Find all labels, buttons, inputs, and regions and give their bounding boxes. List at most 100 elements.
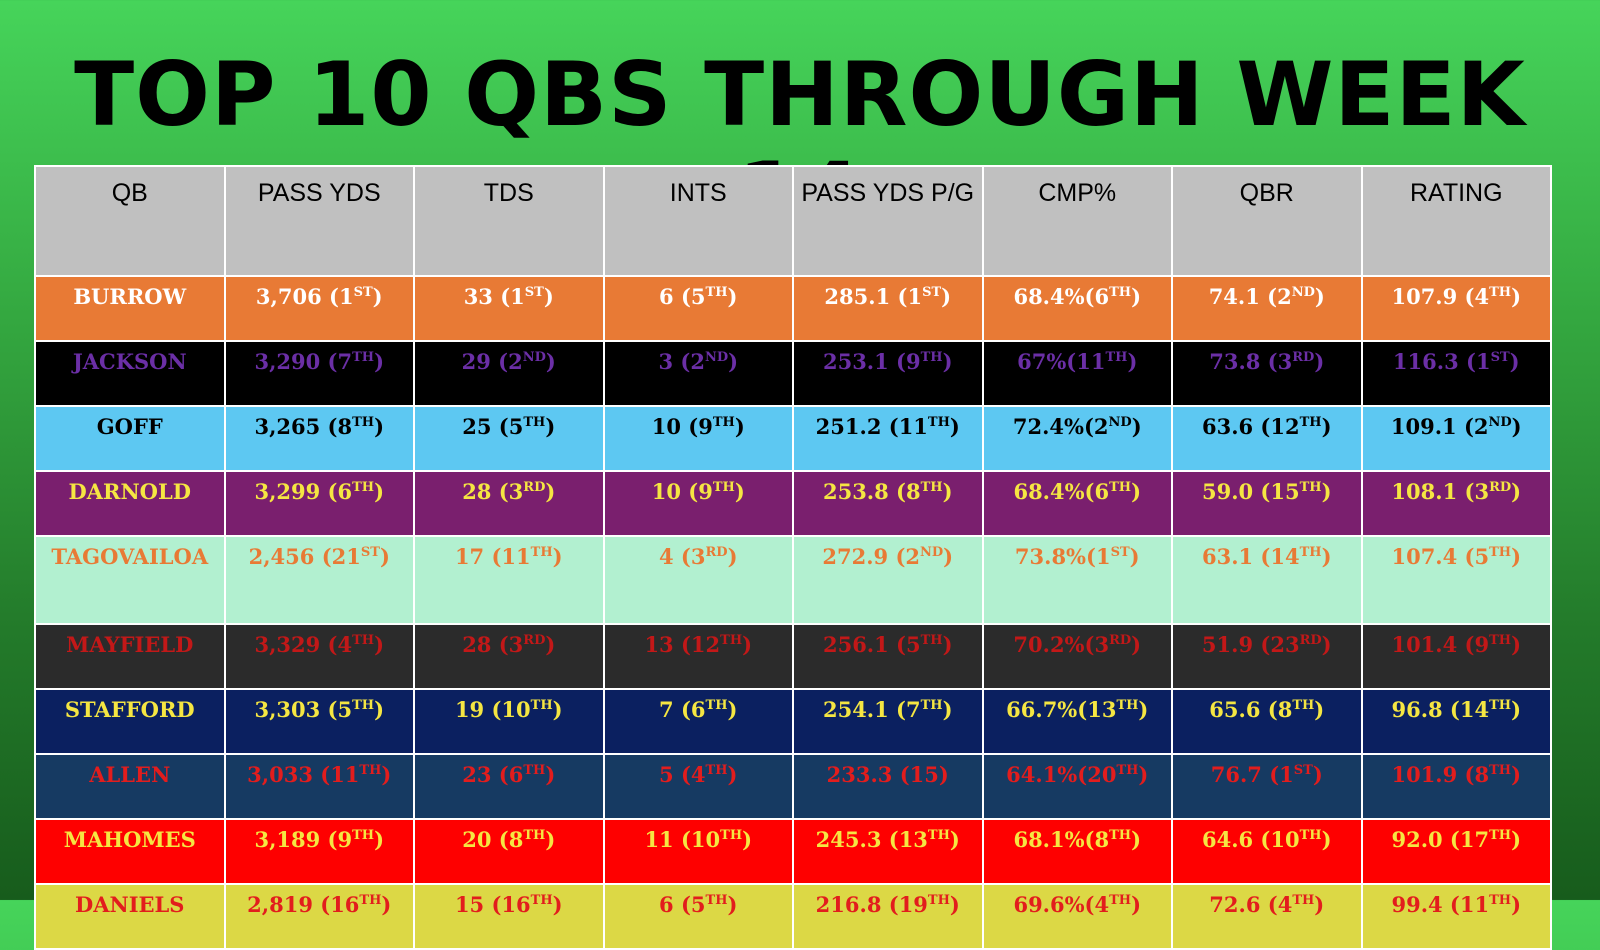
stat-value: 6 (	[659, 892, 691, 917]
rank-close: )	[1511, 544, 1522, 569]
rank-number: 3	[508, 632, 524, 657]
ints-cell: 6 (5TH)	[602, 275, 794, 342]
pass-yds-cell: 2,819 (16TH)	[223, 883, 415, 950]
rank-suffix: TH	[712, 480, 735, 495]
rank-number: 4	[1094, 892, 1110, 917]
rank-close: )	[1138, 697, 1149, 722]
table-row: JACKSON 3,290 (7TH) 29 (2ND) 3 (2ND) 253.1 (…	[34, 340, 1552, 407]
stat-value: 216.8 (	[815, 892, 899, 917]
rank-number: 12	[1270, 414, 1300, 439]
rank-suffix: TH	[523, 415, 546, 430]
rank-suffix: RD	[523, 480, 546, 495]
rank-close: )	[1511, 479, 1522, 504]
pass-yds-cell: 3,706 (1ST)	[223, 275, 415, 342]
rank-close: )	[742, 632, 753, 657]
qbr-cell: 76.7 (1ST)	[1171, 753, 1363, 820]
ints-cell: 6 (5TH)	[602, 883, 794, 950]
stat-value: 3,303 (	[254, 697, 338, 722]
rank-suffix: TH	[1292, 698, 1315, 713]
rank-number: 8	[1277, 697, 1293, 722]
rank-suffix: TH	[1489, 828, 1512, 843]
rank-number: 4	[690, 762, 706, 787]
pass-yds-pg-cell: 254.1 (7TH)	[792, 688, 984, 755]
rank-close: )	[1511, 414, 1522, 439]
stat-value: 3,299 (	[254, 479, 338, 504]
rank-close: )	[742, 827, 753, 852]
rank-suffix: TH	[705, 763, 728, 778]
rank-close: )	[1314, 284, 1325, 309]
rank-close: )	[1321, 632, 1332, 657]
stat-value: 73.8%(	[1014, 544, 1096, 569]
rank-close: )	[727, 697, 738, 722]
cmp-pct-cell: 73.8%(1ST)	[981, 535, 1173, 625]
qb-name-cell: DARNOLD	[34, 470, 226, 537]
rank-suffix: ST	[1110, 545, 1130, 560]
rank-close: )	[1129, 544, 1140, 569]
rating-cell: 96.8 (14TH)	[1360, 688, 1552, 755]
rank-close: )	[942, 697, 953, 722]
rank-close: )	[728, 349, 739, 374]
rank-close: )	[372, 284, 383, 309]
header-pass-yds: PASS YDS	[223, 165, 415, 277]
rank-suffix: TH	[1105, 350, 1128, 365]
stat-value: 253.1 (	[822, 349, 906, 374]
rank-number: 8	[337, 414, 353, 439]
stat-value: 20 (	[462, 827, 509, 852]
rank-suffix: TH	[927, 415, 950, 430]
tds-cell: 15 (16TH)	[413, 883, 605, 950]
rank-number: 2	[905, 544, 921, 569]
rank-suffix: TH	[1489, 698, 1512, 713]
rank-number: 3	[508, 479, 524, 504]
rank-suffix: TH	[359, 893, 382, 908]
rank-close: )	[1312, 762, 1323, 787]
rank-suffix: TH	[920, 480, 943, 495]
rank-close: )	[1314, 349, 1325, 374]
rank-number: 11	[898, 414, 928, 439]
rank-close: )	[1511, 697, 1522, 722]
stat-value: 28 (	[462, 479, 509, 504]
rank-suffix: TH	[927, 893, 950, 908]
rank-close: )	[1131, 892, 1142, 917]
rank-close: )	[381, 762, 392, 787]
rank-close: )	[1131, 284, 1142, 309]
cmp-pct-cell: 68.4%(6TH)	[981, 275, 1173, 342]
rank-close: )	[374, 479, 385, 504]
rank-number: 21	[331, 544, 361, 569]
stat-value: 251.2 (	[815, 414, 899, 439]
table-row: GOFF 3,265 (8TH) 25 (5TH) 10 (9TH) 251.2 (11…	[34, 405, 1552, 472]
rank-number: 3	[1094, 632, 1110, 657]
rank-close: )	[943, 544, 954, 569]
table-row: MAHOMES 3,189 (9TH) 20 (8TH) 11 (10TH) 245.3…	[34, 818, 1552, 885]
rank-suffix: TH	[705, 698, 728, 713]
rank-number: 6	[1094, 284, 1110, 309]
rank-close: )	[949, 827, 960, 852]
stat-value: 19 (	[454, 697, 502, 722]
table-row: DARNOLD 3,299 (6TH) 28 (3RD) 10 (9TH) 253.8 …	[34, 470, 1552, 537]
rank-suffix: TH	[1109, 480, 1132, 495]
rank-number: 8	[1474, 762, 1490, 787]
ints-cell: 11 (10TH)	[602, 818, 794, 885]
rating-cell: 109.1 (2ND)	[1360, 405, 1552, 472]
rank-suffix: TH	[920, 698, 943, 713]
rating-cell: 108.1 (3RD)	[1360, 470, 1552, 537]
rank-close: )	[545, 632, 556, 657]
cmp-pct-cell: 70.2%(3RD)	[981, 623, 1173, 690]
rank-close: )	[374, 349, 385, 374]
rank-suffix: TH	[1109, 285, 1132, 300]
rank-suffix: TH	[352, 633, 375, 648]
rank-suffix: RD	[705, 545, 728, 560]
rank-number: 16	[330, 892, 360, 917]
pass-yds-pg-cell: 251.2 (11TH)	[792, 405, 984, 472]
rank-number: 2	[690, 349, 705, 374]
stat-value: 256.1 (	[822, 632, 906, 657]
rank-suffix: ST	[353, 285, 373, 300]
tds-cell: 19 (10TH)	[413, 688, 605, 755]
rank-number: 1	[510, 284, 525, 309]
qb-stats-table: QB PASS YDS TDS INTS PASS YDS P/G CMP% Q…	[34, 165, 1552, 950]
rating-cell: 92.0 (17TH)	[1360, 818, 1552, 885]
qbr-cell: 63.1 (14TH)	[1171, 535, 1363, 625]
rank-close: )	[545, 414, 556, 439]
rank-close: )	[727, 892, 738, 917]
pass-yds-pg-cell: 256.1 (5TH)	[792, 623, 984, 690]
rank-number: 11	[330, 762, 360, 787]
